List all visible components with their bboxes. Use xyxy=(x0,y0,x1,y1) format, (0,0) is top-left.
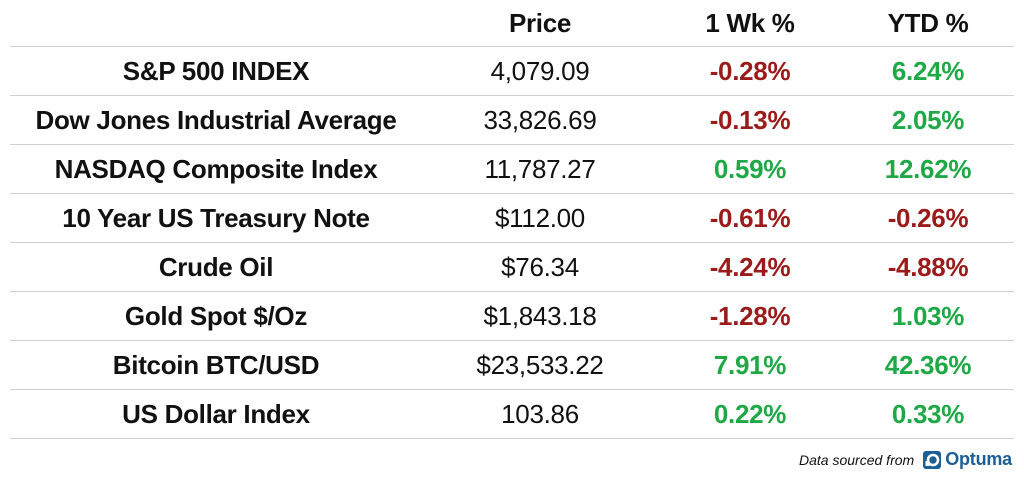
data-source-footer: Data sourced from Optuma xyxy=(799,449,1012,470)
row-name: US Dollar Index xyxy=(10,389,422,439)
row-name: Dow Jones Industrial Average xyxy=(10,95,422,145)
header-row: Price 1 Wk % YTD % xyxy=(10,0,1014,47)
row-1wk-pct: -1.28% xyxy=(658,291,842,341)
row-ytd-pct: 2.05% xyxy=(842,95,1014,145)
row-name: NASDAQ Composite Index xyxy=(10,144,422,194)
row-1wk-pct: 7.91% xyxy=(658,340,842,390)
table-body: S&P 500 INDEX 4,079.09 -0.28% 6.24% Dow … xyxy=(10,46,1014,439)
header-name xyxy=(10,0,422,47)
data-source-text: Data sourced from xyxy=(799,451,915,468)
row-ytd-pct: 42.36% xyxy=(842,340,1014,390)
table-row: Gold Spot $/Oz $1,843.18 -1.28% 1.03% xyxy=(10,291,1014,341)
table-header: Price 1 Wk % YTD % xyxy=(10,0,1014,47)
row-name: Gold Spot $/Oz xyxy=(10,291,422,341)
row-price: 4,079.09 xyxy=(422,46,658,96)
market-table-container: Price 1 Wk % YTD % S&P 500 INDEX 4,079.0… xyxy=(10,0,1014,439)
row-1wk-pct: 0.59% xyxy=(658,144,842,194)
market-summary-table: Price 1 Wk % YTD % S&P 500 INDEX 4,079.0… xyxy=(10,0,1014,439)
table-row: US Dollar Index 103.86 0.22% 0.33% xyxy=(10,389,1014,439)
row-1wk-pct: -0.28% xyxy=(658,46,842,96)
table-row: Crude Oil $76.34 -4.24% -4.88% xyxy=(10,242,1014,292)
row-name: 10 Year US Treasury Note xyxy=(10,193,422,243)
row-ytd-pct: 12.62% xyxy=(842,144,1014,194)
row-name: Bitcoin BTC/USD xyxy=(10,340,422,390)
row-price: $23,533.22 xyxy=(422,340,658,390)
table-row: NASDAQ Composite Index 11,787.27 0.59% 1… xyxy=(10,144,1014,194)
row-price: 33,826.69 xyxy=(422,95,658,145)
row-name: Crude Oil xyxy=(10,242,422,292)
row-ytd-pct: -4.88% xyxy=(842,242,1014,292)
header-ytd-pct: YTD % xyxy=(842,0,1014,47)
row-ytd-pct: 6.24% xyxy=(842,46,1014,96)
row-ytd-pct: 1.03% xyxy=(842,291,1014,341)
table-row: S&P 500 INDEX 4,079.09 -0.28% 6.24% xyxy=(10,46,1014,96)
row-ytd-pct: 0.33% xyxy=(842,389,1014,439)
row-1wk-pct: -4.24% xyxy=(658,242,842,292)
row-ytd-pct: -0.26% xyxy=(842,193,1014,243)
optuma-logo-icon xyxy=(923,450,942,469)
row-1wk-pct: 0.22% xyxy=(658,389,842,439)
header-price: Price xyxy=(422,0,658,47)
row-price: 11,787.27 xyxy=(422,144,658,194)
table-row: 10 Year US Treasury Note $112.00 -0.61% … xyxy=(10,193,1014,243)
table-row: Dow Jones Industrial Average 33,826.69 -… xyxy=(10,95,1014,145)
row-price: $112.00 xyxy=(422,193,658,243)
row-price: $1,843.18 xyxy=(422,291,658,341)
table-row: Bitcoin BTC/USD $23,533.22 7.91% 42.36% xyxy=(10,340,1014,390)
header-1wk-pct: 1 Wk % xyxy=(658,0,842,47)
row-price: 103.86 xyxy=(422,389,658,439)
row-1wk-pct: -0.61% xyxy=(658,193,842,243)
optuma-logo-text: Optuma xyxy=(945,449,1012,469)
row-price: $76.34 xyxy=(422,242,658,292)
row-1wk-pct: -0.13% xyxy=(658,95,842,145)
row-name: S&P 500 INDEX xyxy=(10,46,422,96)
optuma-logo: Optuma xyxy=(922,449,1012,470)
